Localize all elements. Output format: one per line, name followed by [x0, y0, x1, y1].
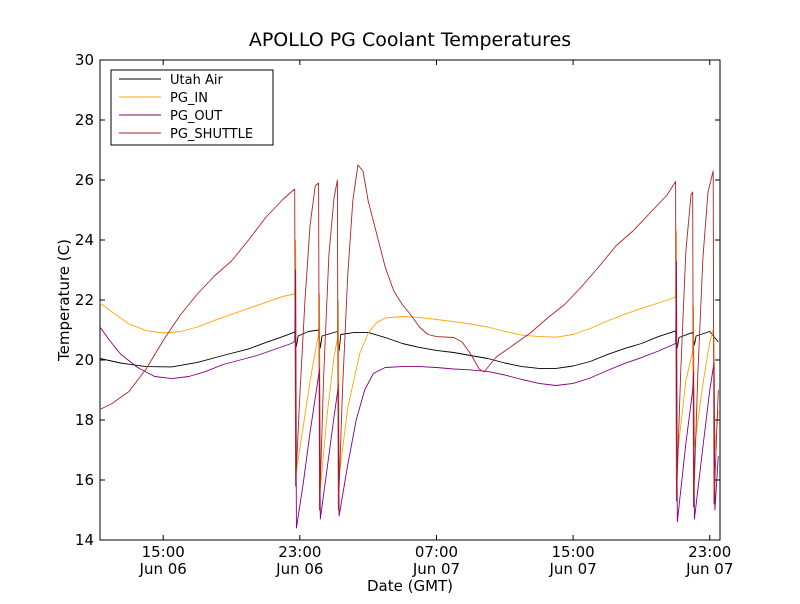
chart-title: APOLLO PG Coolant Temperatures [249, 29, 571, 51]
series-line-pg-out [99, 260, 719, 529]
series-line-utah-air [99, 329, 719, 369]
x-tick-label-date: Jun 07 [548, 560, 596, 578]
y-tick-label: 20 [75, 351, 94, 369]
legend-label-pg-shuttle: PG_SHUTTLE [170, 127, 253, 142]
series-layer [99, 164, 719, 529]
y-tick-label: 16 [75, 471, 94, 489]
x-axis-label: Date (GMT) [367, 577, 453, 595]
x-tick-label-date: Jun 06 [139, 560, 187, 578]
x-tick-label-time: 23:00 [688, 543, 731, 561]
y-tick-label: 22 [75, 291, 94, 309]
x-tick-label-time: 15:00 [142, 543, 185, 561]
y-tick-label: 14 [75, 531, 94, 549]
legend-label-pg-out: PG_OUT [170, 109, 222, 124]
y-tick-label: 30 [75, 51, 94, 69]
x-tick-label-date: Jun 07 [685, 560, 733, 578]
y-tick-label: 28 [75, 111, 94, 129]
y-tick-label: 26 [75, 171, 94, 189]
x-tick-label-date: Jun 07 [412, 560, 460, 578]
x-tick-label-time: 07:00 [415, 543, 458, 561]
series-line-pg-shuttle [99, 164, 719, 511]
x-tick-label-time: 15:00 [551, 543, 594, 561]
y-tick-label: 18 [75, 411, 94, 429]
y-axis: 14 16 18 20 22 24 26 28 30 [75, 51, 720, 549]
legend-label-pg-in: PG_IN [170, 91, 208, 106]
y-axis-label: Temperature (C) [55, 239, 73, 362]
legend: Utah Air PG_IN PG_OUT PG_SHUTTLE [110, 69, 274, 146]
legend-label-utah-air: Utah Air [170, 73, 223, 88]
x-tick-label-time: 23:00 [278, 543, 321, 561]
y-tick-label: 24 [75, 231, 94, 249]
x-tick-label-date: Jun 06 [275, 560, 323, 578]
legend-items: Utah Air PG_IN PG_OUT PG_SHUTTLE [119, 73, 253, 142]
